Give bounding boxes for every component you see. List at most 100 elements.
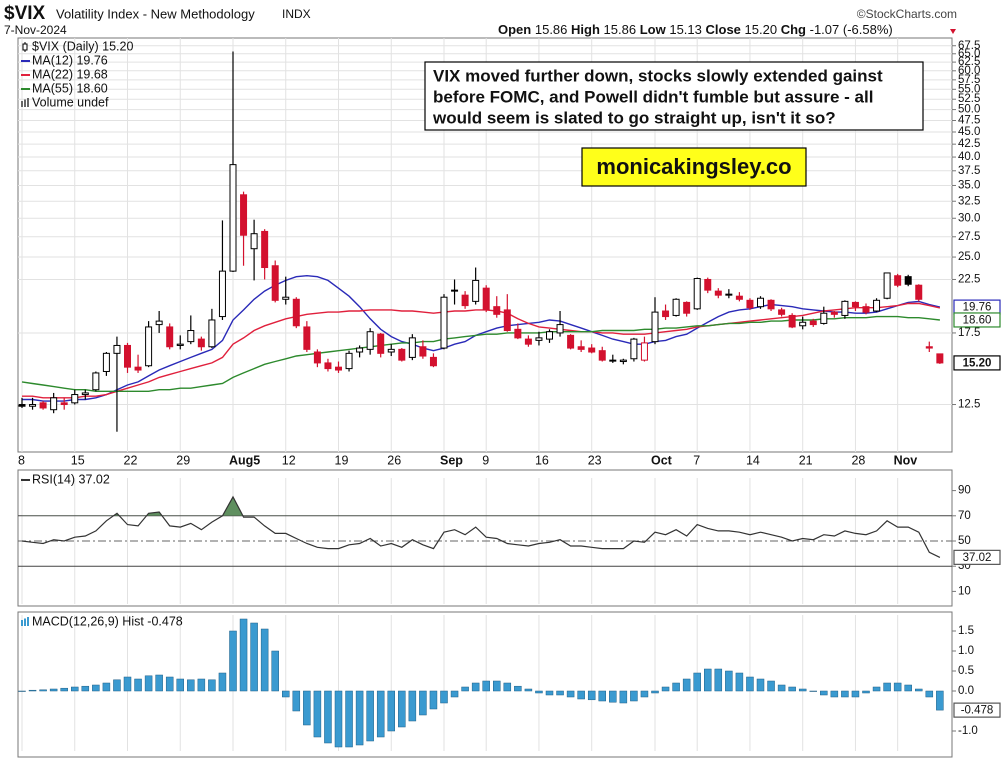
legend-swatch xyxy=(22,43,28,51)
annotation-text: VIX moved further down, stocks slowly ex… xyxy=(433,66,883,85)
symbol: $VIX xyxy=(4,3,46,24)
quote-label: Low xyxy=(640,22,667,37)
candle-body xyxy=(820,312,828,324)
bar xyxy=(883,682,891,692)
candle-body xyxy=(166,326,174,348)
candle-body xyxy=(735,295,743,300)
bar xyxy=(704,668,712,692)
y-tick-label: 0.5 xyxy=(958,665,974,677)
bar xyxy=(609,690,617,703)
last-value-box xyxy=(953,549,1001,565)
last-value-label: -0.478 xyxy=(961,705,994,717)
bar xyxy=(577,690,585,700)
bar xyxy=(598,690,606,702)
candle-body xyxy=(71,394,79,404)
annotation-text: before FOMC, and Powell didn't fumble bu… xyxy=(433,87,873,106)
candle-body xyxy=(81,392,89,396)
x-tick-label: 28 xyxy=(851,453,865,467)
candle-body xyxy=(134,366,142,371)
candle-body xyxy=(398,348,406,361)
bar xyxy=(376,690,385,738)
price-frame xyxy=(17,37,953,453)
candle-body xyxy=(229,164,237,272)
bar xyxy=(408,690,417,722)
candle-body xyxy=(788,314,796,328)
candle-body xyxy=(693,278,701,310)
bar xyxy=(904,684,912,692)
candle-body xyxy=(324,362,332,370)
line xyxy=(21,315,940,392)
y-tick-label: 22.5 xyxy=(958,274,980,286)
bar xyxy=(334,690,343,748)
quote-value: 15.86 xyxy=(535,22,568,37)
bar xyxy=(429,690,438,710)
last-value-box xyxy=(953,312,1001,328)
y-tick-label: 67.5 xyxy=(958,40,980,52)
bar xyxy=(366,690,374,742)
y-tick-label: 47.5 xyxy=(958,115,980,127)
candle-body xyxy=(387,348,395,353)
candle-body xyxy=(883,272,891,299)
x-tick-label: 8 xyxy=(18,453,25,467)
bar xyxy=(113,679,121,692)
legend-swatch xyxy=(24,99,26,107)
legend-entry: MA(12) 19.76 xyxy=(32,53,108,67)
candle-body xyxy=(704,278,712,291)
last-value-label: 19.76 xyxy=(963,302,992,314)
y-tick-label: 57.5 xyxy=(958,74,980,86)
legend-entry: Volume undef xyxy=(32,95,109,109)
y-tick-label: 55.0 xyxy=(958,83,980,95)
candle-body xyxy=(577,346,585,350)
y-tick-label: -1.0 xyxy=(958,725,978,737)
bar xyxy=(651,690,659,694)
rsi-frame xyxy=(17,469,953,607)
bar xyxy=(735,672,744,692)
panel: 1.5 1.0 0.5 0.0 -1.0 MACD(12,26,9) Hist -0.47… xyxy=(18,614,1001,748)
bar xyxy=(123,676,132,692)
y-tick-label: 45.0 xyxy=(958,126,980,138)
candle-body xyxy=(440,296,448,349)
legend-entry: RSI(14) 37.02 xyxy=(32,472,110,486)
quote-value: 15.13 xyxy=(669,22,702,37)
candle-body xyxy=(145,326,153,367)
y-tick-label: 12.5 xyxy=(958,399,980,411)
quote-label: Open xyxy=(498,22,531,37)
candle-body xyxy=(356,347,364,353)
x-tick-label: Sep xyxy=(440,453,463,467)
candle-body xyxy=(155,320,163,326)
candle-body xyxy=(936,353,944,364)
quote-label: Close xyxy=(706,22,741,37)
y-tick-label: 42.5 xyxy=(958,138,980,150)
candle-body xyxy=(503,309,511,332)
bar xyxy=(936,690,944,711)
candle-body xyxy=(672,298,680,316)
candle-body xyxy=(472,279,480,302)
y-tick-label: 65.0 xyxy=(958,48,980,60)
candle-body xyxy=(640,342,648,361)
macd-frame xyxy=(17,611,953,758)
candle-body xyxy=(799,321,807,327)
bar xyxy=(872,686,881,692)
bar xyxy=(545,690,554,696)
legend-entry: MA(55) 18.60 xyxy=(32,81,108,95)
bar xyxy=(788,686,796,692)
last-value-box xyxy=(953,702,1001,718)
candle-body xyxy=(39,402,47,409)
candle-body xyxy=(588,347,596,353)
bar xyxy=(493,680,501,692)
candle-body xyxy=(240,194,248,236)
bar xyxy=(777,684,786,692)
bar xyxy=(398,690,406,728)
bar xyxy=(661,686,670,692)
y-tick-label: 52.5 xyxy=(958,93,980,105)
bar xyxy=(39,689,47,692)
bar xyxy=(71,686,79,692)
bar xyxy=(672,682,680,692)
candle-body xyxy=(208,319,216,348)
y-tick-label: 1.0 xyxy=(958,645,974,657)
bar xyxy=(820,690,828,696)
quote-label: Chg xyxy=(781,22,806,37)
candle-body xyxy=(567,334,575,349)
bar xyxy=(830,690,839,698)
bar xyxy=(313,690,322,738)
